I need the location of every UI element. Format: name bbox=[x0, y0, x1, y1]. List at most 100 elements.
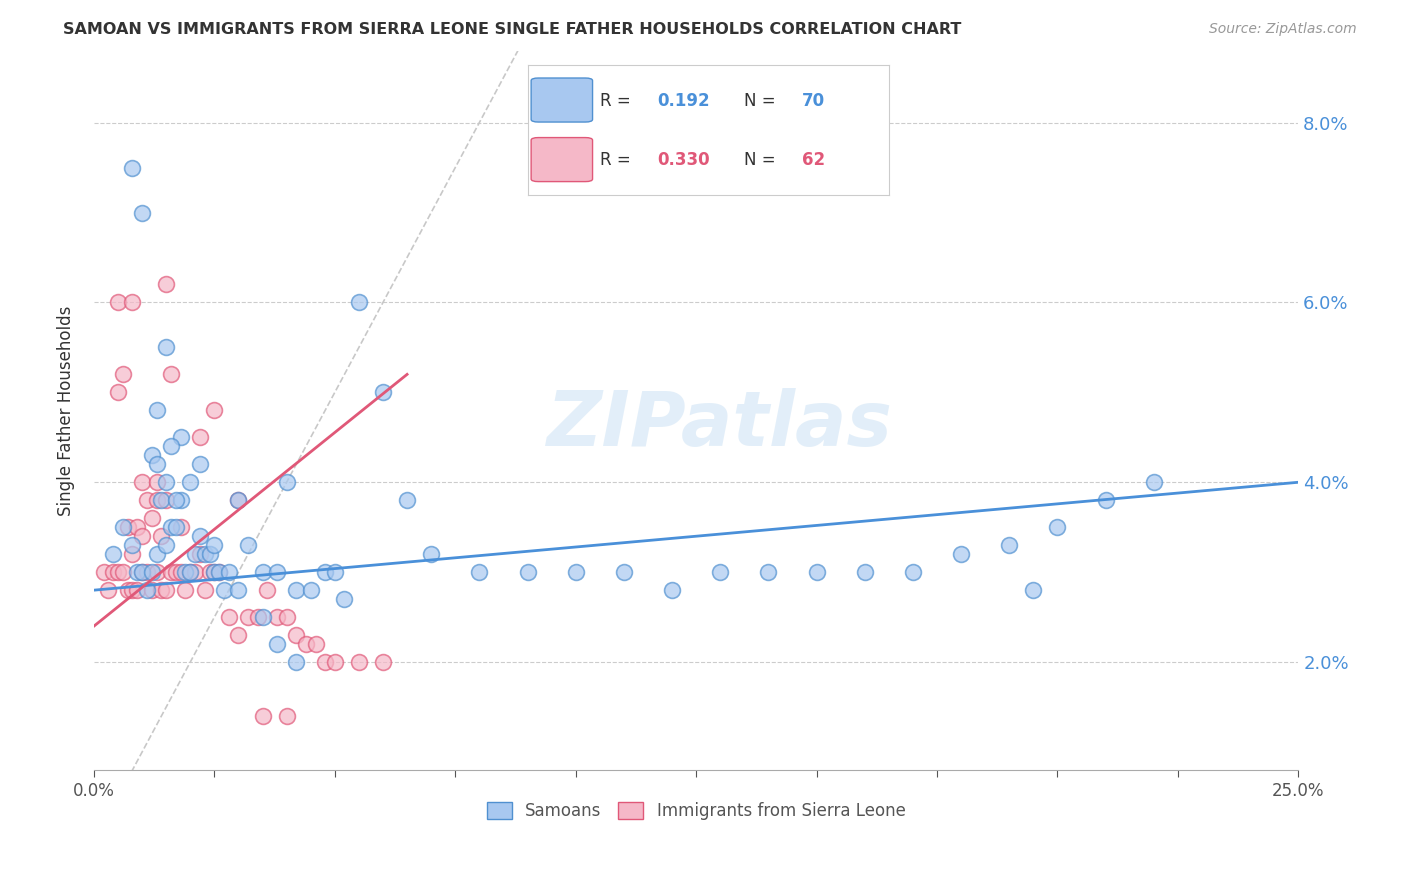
Point bbox=[155, 277, 177, 292]
Point bbox=[228, 583, 250, 598]
Point bbox=[145, 565, 167, 579]
Point bbox=[901, 565, 924, 579]
Point bbox=[347, 655, 370, 669]
Point bbox=[202, 565, 225, 579]
Point bbox=[121, 538, 143, 552]
Point bbox=[1046, 520, 1069, 534]
Point bbox=[266, 610, 288, 624]
Point bbox=[165, 493, 187, 508]
Point bbox=[145, 403, 167, 417]
Point bbox=[141, 565, 163, 579]
Point bbox=[179, 475, 201, 490]
Point bbox=[202, 538, 225, 552]
Point bbox=[179, 565, 201, 579]
Point bbox=[145, 547, 167, 561]
Point bbox=[853, 565, 876, 579]
Point bbox=[516, 565, 538, 579]
Point bbox=[266, 565, 288, 579]
Point bbox=[228, 493, 250, 508]
Point bbox=[179, 565, 201, 579]
Point bbox=[208, 565, 231, 579]
Point bbox=[169, 520, 191, 534]
Point bbox=[141, 583, 163, 598]
Point bbox=[150, 583, 173, 598]
Point bbox=[276, 475, 298, 490]
Point bbox=[194, 547, 217, 561]
Point bbox=[145, 475, 167, 490]
Point bbox=[121, 161, 143, 175]
Point bbox=[252, 610, 274, 624]
Point bbox=[218, 610, 240, 624]
Point bbox=[131, 205, 153, 219]
Point bbox=[276, 610, 298, 624]
Point bbox=[188, 529, 211, 543]
Point bbox=[111, 520, 134, 534]
Point bbox=[1094, 493, 1116, 508]
Point bbox=[564, 565, 586, 579]
Point bbox=[131, 565, 153, 579]
Point bbox=[371, 385, 394, 400]
Point bbox=[252, 565, 274, 579]
Point bbox=[212, 583, 235, 598]
Point bbox=[420, 547, 443, 561]
Point bbox=[107, 385, 129, 400]
Point bbox=[236, 538, 259, 552]
Text: SAMOAN VS IMMIGRANTS FROM SIERRA LEONE SINGLE FATHER HOUSEHOLDS CORRELATION CHAR: SAMOAN VS IMMIGRANTS FROM SIERRA LEONE S… bbox=[63, 22, 962, 37]
Point bbox=[613, 565, 636, 579]
Point bbox=[107, 295, 129, 310]
Point bbox=[160, 520, 183, 534]
Point bbox=[141, 511, 163, 525]
Point bbox=[117, 520, 139, 534]
Point bbox=[111, 565, 134, 579]
Point bbox=[347, 295, 370, 310]
Point bbox=[323, 655, 346, 669]
Point bbox=[131, 529, 153, 543]
Point bbox=[252, 709, 274, 723]
Point bbox=[121, 583, 143, 598]
Point bbox=[314, 655, 336, 669]
Legend: Samoans, Immigrants from Sierra Leone: Samoans, Immigrants from Sierra Leone bbox=[481, 795, 912, 826]
Point bbox=[155, 583, 177, 598]
Point bbox=[188, 458, 211, 472]
Point bbox=[333, 592, 356, 607]
Point bbox=[127, 565, 149, 579]
Point bbox=[165, 565, 187, 579]
Point bbox=[121, 547, 143, 561]
Point bbox=[218, 565, 240, 579]
Point bbox=[131, 475, 153, 490]
Point bbox=[188, 547, 211, 561]
Point bbox=[299, 583, 322, 598]
Point bbox=[141, 448, 163, 462]
Point bbox=[107, 565, 129, 579]
Point bbox=[285, 628, 308, 642]
Point bbox=[135, 583, 157, 598]
Point bbox=[266, 637, 288, 651]
Point bbox=[184, 547, 207, 561]
Point bbox=[202, 403, 225, 417]
Y-axis label: Single Father Households: Single Father Households bbox=[58, 305, 75, 516]
Point bbox=[758, 565, 780, 579]
Point bbox=[155, 340, 177, 354]
Point bbox=[202, 565, 225, 579]
Point bbox=[155, 493, 177, 508]
Point bbox=[236, 610, 259, 624]
Point bbox=[150, 529, 173, 543]
Point bbox=[276, 709, 298, 723]
Point bbox=[285, 583, 308, 598]
Point bbox=[169, 565, 191, 579]
Point bbox=[228, 628, 250, 642]
Point bbox=[314, 565, 336, 579]
Point bbox=[93, 565, 115, 579]
Point bbox=[160, 565, 183, 579]
Point bbox=[198, 565, 221, 579]
Point bbox=[97, 583, 120, 598]
Point bbox=[103, 565, 125, 579]
Point bbox=[155, 475, 177, 490]
Point bbox=[121, 295, 143, 310]
Point bbox=[198, 547, 221, 561]
Point bbox=[188, 430, 211, 444]
Point bbox=[169, 493, 191, 508]
Point bbox=[323, 565, 346, 579]
Point bbox=[135, 565, 157, 579]
Text: Source: ZipAtlas.com: Source: ZipAtlas.com bbox=[1209, 22, 1357, 37]
